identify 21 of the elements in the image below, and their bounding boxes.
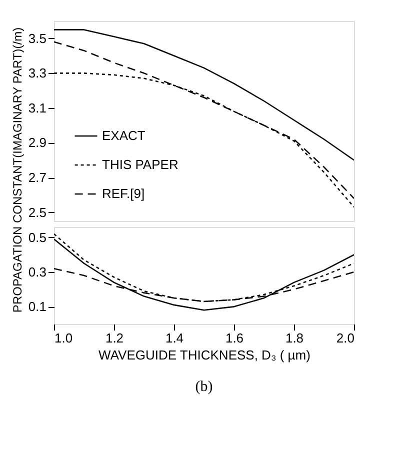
x-tick-label: 1.2	[105, 330, 124, 346]
legend-label: REF.[9]	[102, 186, 145, 201]
y-tick-label: 3.5	[28, 30, 46, 46]
y-tick-label: 2.5	[28, 204, 46, 220]
x-tick-label: 1.6	[225, 330, 244, 346]
y-tick-label: 2.7	[28, 170, 46, 186]
x-axis-title: WAVEGUIDE THICKNESS, D₃ ( µm)	[98, 348, 310, 362]
y-tick-label: 0.5	[28, 230, 46, 245]
x-tick-label: 2.0	[336, 330, 354, 346]
x-tick-label: 1.0	[54, 330, 73, 346]
y-tick-label: 3.1	[28, 100, 46, 116]
y-tick-label: 0.1	[28, 299, 46, 314]
y-tick-label: 3.3	[28, 66, 46, 81]
x-tick-label: 1.4	[165, 330, 184, 346]
y-tick-label: 2.9	[28, 135, 46, 150]
y-tick-label: 0.3	[28, 264, 46, 280]
legend-label: EXACT	[102, 128, 146, 143]
text: (b)	[195, 379, 213, 395]
x-tick-label: 1.8	[285, 330, 304, 346]
y-axis-title: PROPAGATION CONSTANT(IMAGINARY PART)(/m)	[10, 27, 24, 313]
legend-label: THIS PAPER	[102, 157, 178, 172]
